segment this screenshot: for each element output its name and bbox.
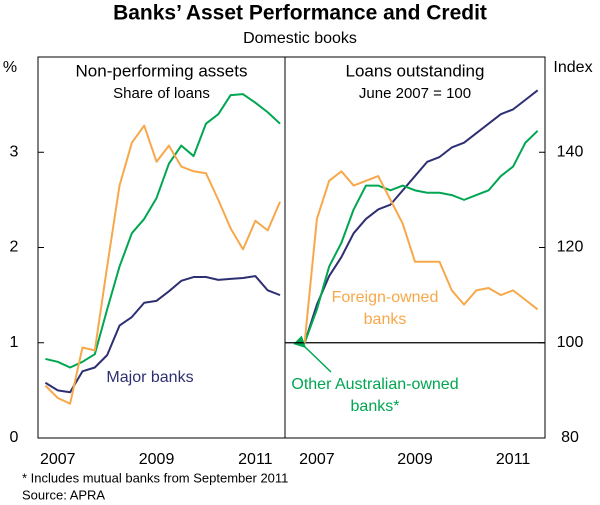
y-axis-label: Index <box>553 59 592 76</box>
source: Source: APRA <box>22 487 105 502</box>
y-tick-label: 120 <box>557 239 584 256</box>
series-line <box>44 275 281 394</box>
x-tick-label: 2009 <box>397 451 433 468</box>
series-line <box>44 124 281 405</box>
y-tick-label: 3 <box>10 143 19 160</box>
chart-title: Banks’ Asset Performance and Credit <box>113 2 487 25</box>
y-axis-label: % <box>3 59 17 76</box>
y-tick-label: 2 <box>10 239 19 256</box>
panel-title: Non-performing assets <box>76 61 248 80</box>
y-tick-label: 80 <box>561 429 579 446</box>
y-tick-label: 0 <box>10 429 19 446</box>
annotation: Other Australian-owned <box>291 376 458 393</box>
y-tick-label: 100 <box>557 334 584 351</box>
series-line <box>303 130 539 344</box>
series-line <box>303 89 539 344</box>
panel-subtitle: June 2007 = 100 <box>359 85 471 102</box>
y-tick-label: 140 <box>557 143 584 160</box>
annotation-arrow <box>293 335 332 373</box>
x-tick-label: 2007 <box>40 451 76 468</box>
series-line <box>303 170 539 343</box>
panel-title: Loans outstanding <box>346 61 485 80</box>
footnote: * Includes mutual banks from September 2… <box>22 470 288 485</box>
annotation: banks* <box>351 398 400 415</box>
series-line <box>45 93 281 369</box>
annotation: Foreign-owned <box>332 289 439 306</box>
x-tick-label: 2009 <box>139 451 175 468</box>
y-tick-label: 1 <box>10 334 19 351</box>
annotation: banks <box>364 311 407 328</box>
series-label: Major banks <box>106 369 193 386</box>
chart-subtitle: Domestic books <box>243 30 357 47</box>
x-tick-label: 2007 <box>299 451 335 468</box>
x-tick-label: 2011 <box>238 451 273 468</box>
panel-subtitle: Share of loans <box>113 85 210 102</box>
x-tick-label: 2011 <box>496 451 531 468</box>
